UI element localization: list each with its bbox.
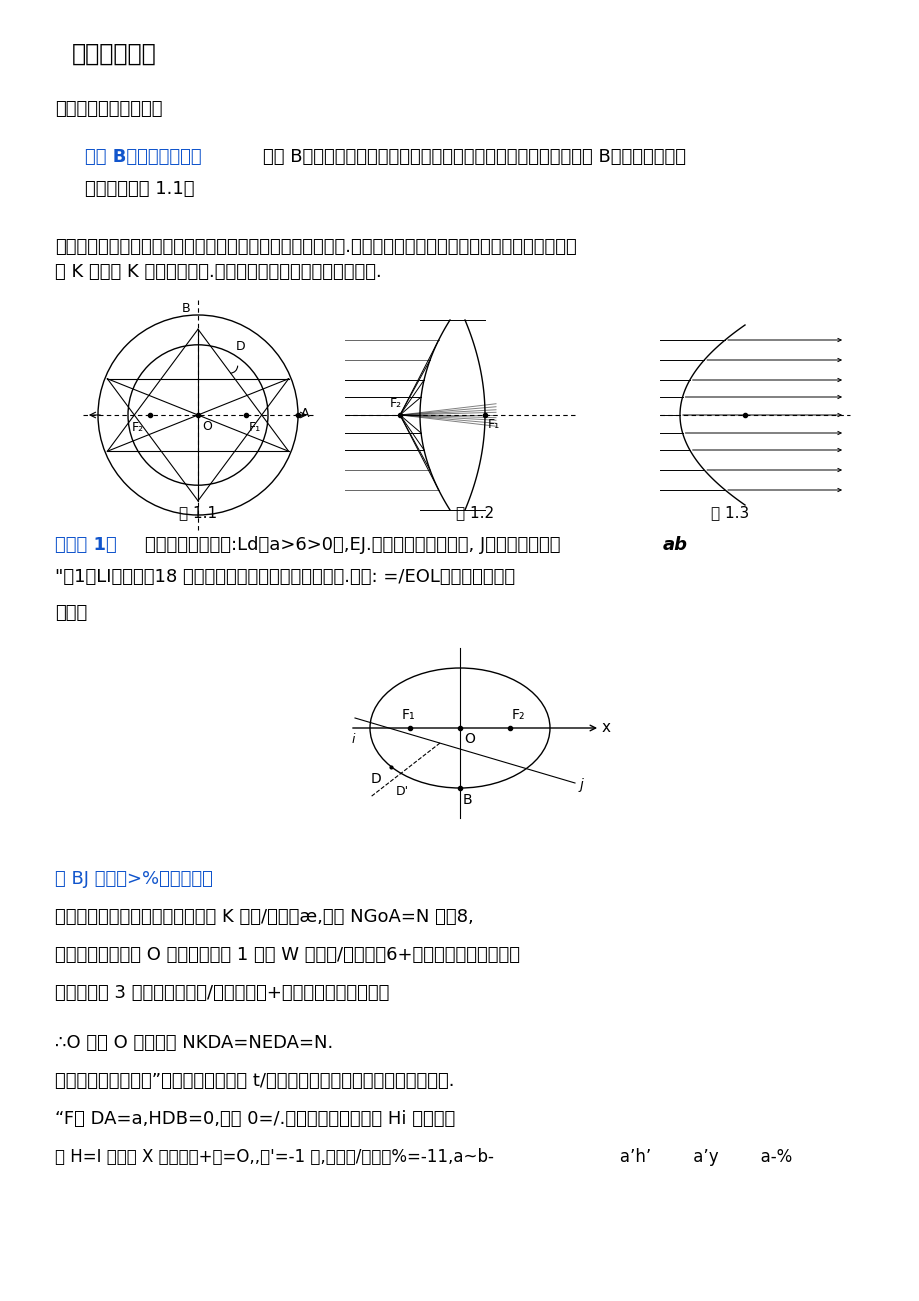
- Text: 【椭 B）的光学性质】: 【椭 B）的光学性质】: [85, 148, 201, 167]
- Text: 从椭 B）一个焦点发出的光，经过椭圆反射后，反射光线都汇聚到椭 B）的另一个焦；: 从椭 B）一个焦点发出的光，经过椭圆反射后，反射光线都汇聚到椭 B）的另一个焦；: [263, 148, 686, 167]
- Text: “F／ DA=a,HDB=0,即证 0=/.（关注微信公众号： Hi 数学派）: “F／ DA=a,HDB=0,即证 0=/.（关注微信公众号： Hi 数学派）: [55, 1110, 455, 1128]
- Text: 于 K 处，对 K 处的物体加热.电影放映机的反光镜也是这个原理.: 于 K 处，对 K 处的物体加热.电影放映机的反光镜也是这个原理.: [55, 263, 381, 281]
- Text: 图 1.1: 图 1.1: [178, 505, 217, 520]
- Text: A: A: [301, 407, 309, 420]
- Text: 【引例 1】: 【引例 1】: [55, 536, 117, 554]
- Text: 椭圆的这种光学特性，常被用来设计一些照明设备或聚热装置.例如在耳处放置一个热源，那么红外线也能聚焦: 椭圆的这种光学特性，常被用来设计一些照明设备或聚热装置.例如在耳处放置一个热源，…: [55, 238, 576, 256]
- Text: 由 H=I 两边对 X 求导得上+等=O,,丁'=-1 上,，切线/的斜率%=-11,a~b-                        a’h’     : 由 H=I 两边对 X 求导得上+等=O,,丁'=-1 上,，切线/的斜率%=-…: [55, 1147, 791, 1166]
- Text: 一、椭圆的光学性质：: 一、椭圆的光学性质：: [55, 100, 163, 118]
- Text: 并且由引理 3 知点。也是直线/上使得。耳+。鸟値最小的唯一点，: 并且由引理 3 知点。也是直线/上使得。耳+。鸟値最小的唯一点，: [55, 984, 389, 1002]
- Text: 椰 BJ 光学性>%的几何证明: 椰 BJ 光学性>%的几何证明: [55, 870, 212, 889]
- Text: i: i: [352, 732, 355, 745]
- Text: F₁: F₁: [487, 418, 500, 431]
- Text: 【知识精讲】: 【知识精讲】: [72, 42, 156, 66]
- Text: 点上；（见图 1.1）: 点上；（见图 1.1）: [85, 180, 194, 198]
- Text: F₂: F₂: [512, 708, 525, 722]
- Text: "（1「LI的切线，18 是直线，上的两点（不同于点。）.求证: =/EOL（人射角等于反: "（1「LI的切线，18 是直线，上的两点（不同于点。）.求证: =/EOL（人…: [55, 569, 515, 585]
- Text: x: x: [601, 719, 610, 735]
- Text: D: D: [370, 771, 381, 786]
- Text: B: B: [182, 302, 190, 315]
- Text: D': D': [395, 785, 409, 798]
- Text: 已知：如图，椭事:Ld（a>6>0）,EJ.分别是其左、右焦点, J是过椭圆上一点: 已知：如图，椭事:Ld（a>6>0）,EJ.分别是其左、右焦点, J是过椭圆上一…: [145, 536, 565, 554]
- Text: 射角）: 射角）: [55, 604, 87, 622]
- Text: 只需证明点以和点 O 重合，由引理 1 知点 W 是直线/上使得。6+。工値最小的唯一点；: 只需证明点以和点 O 重合，由引理 1 知点 W 是直线/上使得。6+。工値最小…: [55, 946, 519, 964]
- Text: 作耳关于切线，的对称点《，连接 K 外交/干点。æ,要证 NGoA=N 乃。8,: 作耳关于切线，的对称点《，连接 K 外交/干点。æ,要证 NGoA=N 乃。8,: [55, 908, 473, 926]
- Text: F₂: F₂: [390, 397, 402, 410]
- Text: F₁: F₁: [249, 422, 261, 435]
- Text: 要证明反射光线经过”，只需要证明直线 t/与。耳的夺角和与。鸟的夺角相等即可.: 要证明反射光线经过”，只需要证明直线 t/与。耳的夺角和与。鸟的夺角相等即可.: [55, 1072, 454, 1090]
- Text: ∴O 与点 O 重合，则 NKDA=NEDA=N.: ∴O 与点 O 重合，则 NKDA=NEDA=N.: [55, 1034, 333, 1053]
- Text: O: O: [463, 732, 474, 745]
- Text: D: D: [236, 340, 245, 353]
- Text: F₁: F₁: [402, 708, 415, 722]
- Text: B: B: [462, 794, 472, 807]
- Text: j: j: [579, 778, 584, 792]
- Text: 图 1.3: 图 1.3: [710, 505, 748, 520]
- Text: ab: ab: [663, 536, 687, 554]
- Text: O: O: [202, 420, 211, 433]
- Text: F₂: F₂: [131, 422, 144, 435]
- Text: 图 1.2: 图 1.2: [456, 505, 494, 520]
